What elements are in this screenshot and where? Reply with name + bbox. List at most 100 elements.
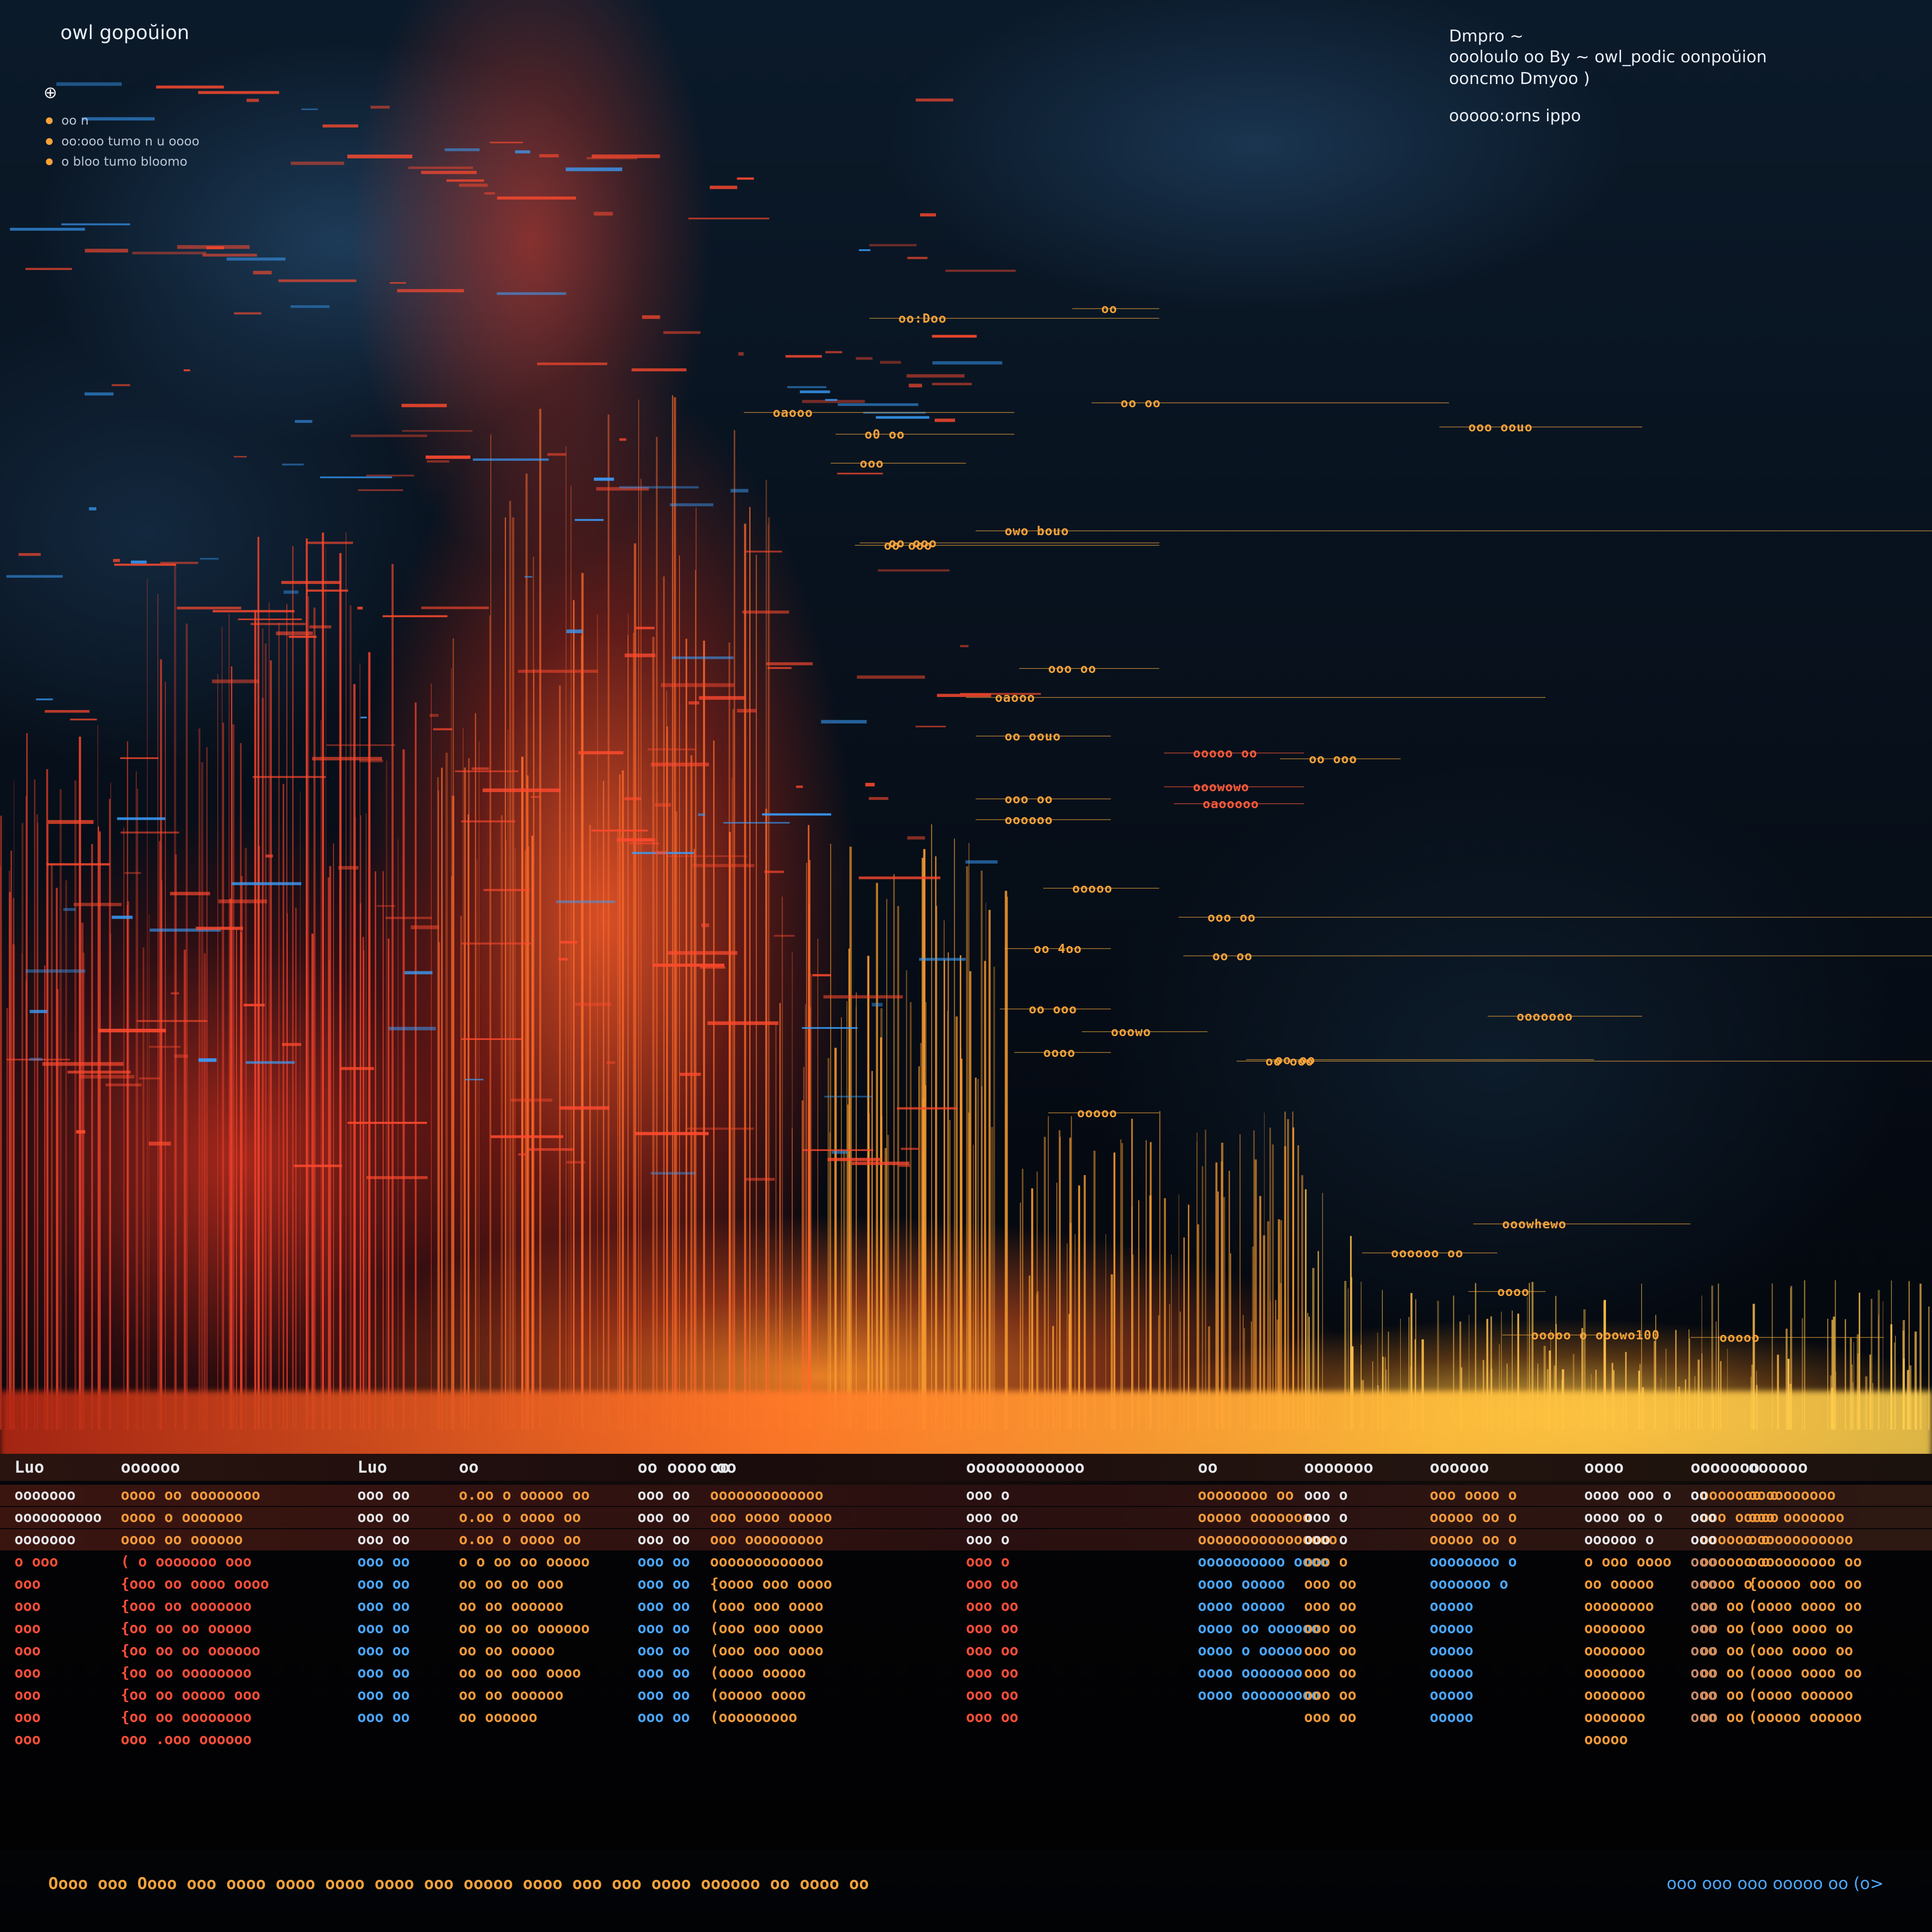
data-dash xyxy=(915,98,953,102)
table-cell: oo oo oo oooooo xyxy=(459,1620,590,1637)
data-dash xyxy=(56,82,122,86)
data-dash xyxy=(654,851,667,854)
table-row[interactable]: ooooooo oooo oo oooooo ooo oo o.oo o oooo o… xyxy=(0,1529,1932,1550)
data-dash xyxy=(489,142,523,143)
data-dash xyxy=(408,166,473,169)
data-dash xyxy=(234,312,262,315)
data-dash xyxy=(340,1067,374,1070)
table-row[interactable]: ooo {oo oo oooooooo ooo oo oo oo ooo oooo oo… xyxy=(0,1662,1932,1684)
table-cell: ooo xyxy=(14,1576,41,1592)
column-header[interactable]: oooooooooooo xyxy=(966,1458,1085,1477)
data-dash xyxy=(483,889,530,891)
legend-item[interactable]: oo:ooo tumo n u oooo xyxy=(46,134,199,149)
table-row[interactable]: ooo {oo oo ooooo ooo ooo oo oo oo oooooo ooo… xyxy=(0,1685,1932,1706)
table-cell: ooo xyxy=(1690,1620,1717,1637)
callout-label: oo oo xyxy=(1275,1053,1316,1067)
data-dash xyxy=(663,331,701,334)
data-dash xyxy=(802,399,865,403)
data-dash xyxy=(465,1079,483,1080)
legend-item[interactable]: o bloo tumo bloomo xyxy=(46,155,187,169)
legend-item-label: oo n xyxy=(61,114,89,128)
footer-pagination[interactable]: ooo ooo ooo ooooo oo (o> xyxy=(1666,1874,1884,1893)
data-dash xyxy=(117,817,166,820)
column-header[interactable]: oooooo xyxy=(121,1458,180,1477)
column-header[interactable]: Luo xyxy=(14,1458,44,1477)
callout-label: oo ooo xyxy=(1309,752,1357,767)
column-header[interactable]: Luo xyxy=(357,1458,387,1477)
data-dash xyxy=(837,472,883,475)
table-cell: oo oooooo xyxy=(459,1709,538,1726)
table-cell: ooo xyxy=(1690,1687,1717,1704)
data-dash xyxy=(160,562,199,564)
column-header[interactable]: oo xyxy=(1198,1458,1218,1477)
table-cell: oooooooooooooooo xyxy=(1198,1531,1337,1548)
data-dash xyxy=(932,361,1003,365)
data-dash xyxy=(802,1027,858,1029)
data-dash xyxy=(880,361,901,364)
table-cell: ooo oo xyxy=(966,1576,1019,1592)
table-row[interactable]: ooo ooo .ooo oooooo ooooo xyxy=(0,1729,1932,1750)
data-dash xyxy=(98,1028,166,1033)
data-dash xyxy=(945,270,1016,272)
table-row[interactable]: ooo {oo oo oooooooo ooo oo oo oooooo ooo oo (… xyxy=(0,1707,1932,1728)
legend-item[interactable]: oo n xyxy=(46,114,89,128)
data-dash xyxy=(636,626,655,629)
data-dash xyxy=(18,553,41,556)
column-header[interactable]: oo xyxy=(710,1458,730,1477)
data-dash xyxy=(878,569,950,572)
column-header[interactable]: ooo xyxy=(1690,1458,1720,1477)
data-dash xyxy=(461,820,515,823)
table-row[interactable]: ooooooo oooo oo oooooooo ooo oo o.oo o oooo… xyxy=(0,1485,1932,1506)
table-cell: ooo xyxy=(1690,1709,1717,1726)
data-dash xyxy=(243,1004,265,1007)
column-header[interactable]: oooo xyxy=(1584,1458,1624,1477)
data-dash xyxy=(253,270,272,275)
data-dash xyxy=(120,757,158,759)
callout-label: ooowo xyxy=(1111,1025,1151,1039)
data-dash xyxy=(737,709,756,713)
table-row[interactable]: ooo {oo oo oo oooooo ooo oo oo oo ooooo ooo … xyxy=(0,1640,1932,1662)
table-cell: ooooo xyxy=(1430,1598,1474,1615)
callout-label: oooo xyxy=(1043,1046,1076,1060)
data-dash xyxy=(698,813,705,816)
data-dash xyxy=(48,820,94,824)
column-header[interactable]: oooooo xyxy=(1700,1458,1760,1477)
callout-label: oo oo xyxy=(1121,396,1161,411)
data-dash xyxy=(688,701,699,705)
legend-item-label: oo:ooo tumo n u oooo xyxy=(61,134,199,149)
data-dash xyxy=(629,842,659,844)
data-dash xyxy=(266,854,273,858)
data-dash xyxy=(699,696,746,700)
table-cell: ooo o xyxy=(1304,1509,1348,1526)
column-header[interactable]: oooooo xyxy=(1430,1458,1489,1477)
column-header[interactable]: ooooooo xyxy=(1304,1458,1374,1477)
data-dash xyxy=(547,453,567,456)
table-cell: ooo oo xyxy=(638,1509,690,1526)
data-dash xyxy=(357,607,363,610)
table-cell: ( o ooooooo ooo xyxy=(121,1553,252,1570)
data-dash xyxy=(642,315,660,319)
table-cell: (ooooo oooo xyxy=(710,1687,806,1704)
table-cell: {ooooo ooo oo xyxy=(1748,1576,1862,1592)
table-cell: oo oo ooo oooo xyxy=(459,1664,581,1681)
table-cell: oooo ooooooooo xyxy=(1198,1687,1320,1704)
table-cell: (ooooo oooooo xyxy=(1748,1709,1862,1726)
table-row[interactable]: oooooooooo oooo o ooooooo ooo oo o.oo o ooo… xyxy=(0,1507,1932,1528)
table-row[interactable]: ooo {ooo oo oooo oooo ooo oo oo oo oo ooo oo… xyxy=(0,1574,1932,1595)
table-cell: ooo oo xyxy=(966,1620,1019,1637)
table-row[interactable]: o ooo ( o ooooooo ooo ooo oo o o oo oo oooo… xyxy=(0,1551,1932,1573)
table-row[interactable]: ooo {oo oo oo ooooo ooo oo oo oo oo oooooo o… xyxy=(0,1618,1932,1639)
table-cell: ooo oo xyxy=(966,1687,1019,1704)
column-header[interactable]: oo oooo oo xyxy=(638,1458,737,1477)
column-header[interactable]: oooooo xyxy=(1748,1458,1808,1477)
column-header[interactable]: oo xyxy=(459,1458,479,1477)
table-cell: ooo oo xyxy=(638,1598,690,1615)
data-dash xyxy=(426,455,470,459)
data-dash xyxy=(278,279,356,283)
callout-label: oo ooo xyxy=(884,539,932,553)
table-row[interactable]: ooo {ooo oo ooooooo ooo oo oo oo oooooo ooo … xyxy=(0,1596,1932,1617)
table-cell: ooooo xyxy=(1430,1709,1474,1726)
data-dash xyxy=(461,942,531,945)
info-line: ooooo:orns ippo xyxy=(1449,106,1581,126)
